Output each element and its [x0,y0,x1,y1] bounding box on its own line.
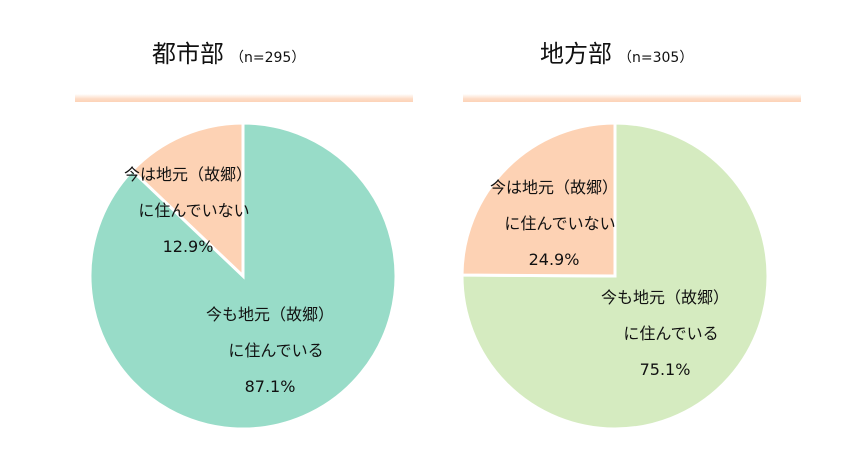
pie-slice [460,121,617,278]
chart-title-rural: 地方部 （n=305） [540,40,694,68]
slice-label: に住んでいる [623,324,718,343]
pie-slice [460,121,770,431]
data-label: 87.1% [245,377,296,396]
data-label: 12.9% [163,237,214,256]
title-underline [75,94,413,102]
pie-slice [130,121,245,280]
slice-label: 今も地元（故郷） [206,305,334,324]
slice-label: 今も地元（故郷） [601,288,729,307]
slice-label: に住んでいない [138,201,249,220]
title-underline [463,94,801,102]
slice-label: 今は地元（故郷） [490,178,618,197]
slice-label: 今は地元（故郷） [124,165,252,184]
data-label: 24.9% [529,250,580,269]
data-label: 75.1% [640,360,691,379]
slice-label: に住んでいない [504,214,615,233]
chart-title-urban: 都市部 （n=295） [152,40,306,68]
slice-label: に住んでいる [228,341,323,360]
